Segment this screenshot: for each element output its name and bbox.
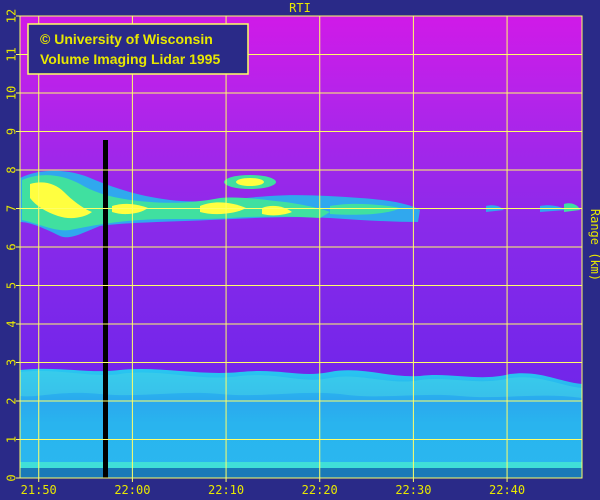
y-tick-label: 9 [5,128,19,135]
x-tick-label: 22:20 [302,483,338,497]
surface-layer [20,462,582,468]
x-axis: 21:50 22:00 22:10 22:20 22:30 22:40 [21,478,525,497]
y-tick-label: 11 [5,47,19,61]
copyright-box: © University of Wisconsin Volume Imaging… [27,23,249,75]
chart-title: RTI [289,1,311,15]
y-tick-label: 1 [5,436,19,443]
y-tick-label: 2 [5,397,19,404]
y-tick-label: 10 [5,86,19,100]
x-tick-label: 22:40 [489,483,525,497]
boundary-layer-top-band [20,371,582,398]
copyright-line-1: © University of Wisconsin [40,31,213,47]
surface-layer-base [20,468,582,478]
y-tick-label: 0 [5,474,19,481]
x-tick-label: 22:00 [114,483,150,497]
y-tick-label: 8 [5,166,19,173]
x-tick-label: 22:30 [395,483,431,497]
x-tick-label: 22:10 [208,483,244,497]
boundary-layer-region [20,368,582,478]
copyright-line-2: Volume Imaging Lidar 1995 [40,51,220,67]
y-tick-label: 4 [5,320,19,327]
y-tick-label: 6 [5,243,19,250]
y-tick-label: 12 [5,9,19,23]
y-tick-label: 7 [5,205,19,212]
y-tick-label: 5 [5,282,19,289]
grid [20,16,582,478]
x-tick-label: 21:50 [21,483,57,497]
data-gap [103,140,108,478]
y-axis-label: Range (km) [588,209,600,281]
y-tick-label: 3 [5,359,19,366]
